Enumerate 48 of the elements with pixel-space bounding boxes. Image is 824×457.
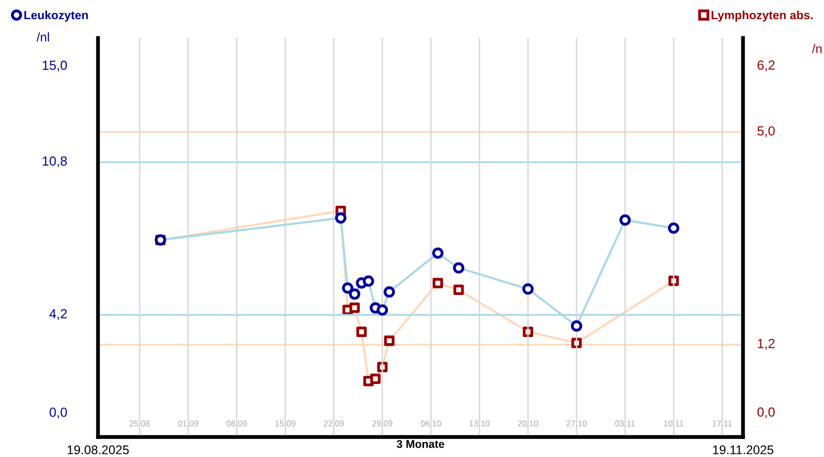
x-tick-label: 08.09 bbox=[226, 420, 247, 426]
y-axis-title: /nl bbox=[36, 32, 49, 42]
ref-line-label: 5,0 bbox=[757, 126, 775, 138]
point bbox=[342, 282, 354, 294]
text: 19.11.2025 bbox=[713, 445, 774, 454]
x-tick-label: 17.11 bbox=[712, 420, 732, 426]
legend-label: Lymphozyten abs. bbox=[712, 10, 813, 22]
y2-axis-title: /n bbox=[812, 44, 822, 54]
x-tick-label: 20.10 bbox=[518, 420, 538, 426]
x-tick-label: 25.08 bbox=[130, 420, 150, 426]
point bbox=[335, 212, 346, 224]
point bbox=[452, 262, 464, 274]
y-tick-label: 15,0 bbox=[42, 60, 67, 72]
point bbox=[571, 338, 582, 348]
point bbox=[348, 288, 360, 300]
point bbox=[356, 326, 367, 337]
x-tick-label: 10.11 bbox=[664, 420, 684, 426]
point bbox=[522, 326, 534, 337]
point bbox=[453, 284, 464, 296]
x-tick-label: 22.09 bbox=[324, 420, 344, 426]
point bbox=[384, 286, 395, 298]
x-tick-label: 29.09 bbox=[372, 420, 392, 426]
legend-label: Leukozyten bbox=[24, 10, 88, 22]
x-tick-label: 27.10 bbox=[566, 420, 587, 426]
point bbox=[349, 302, 360, 313]
point bbox=[370, 374, 381, 384]
ref-line-label: 1,2 bbox=[758, 338, 775, 350]
point bbox=[376, 304, 388, 316]
point bbox=[384, 336, 394, 346]
point bbox=[432, 247, 444, 259]
point bbox=[522, 283, 534, 295]
x-axis-title: 3 Monate bbox=[396, 440, 444, 448]
x-tick-label: 13.10 bbox=[470, 420, 490, 426]
x-tick-label: 03.11 bbox=[615, 420, 635, 426]
point bbox=[668, 222, 680, 234]
text: 19.08.2025 bbox=[68, 445, 129, 454]
x-tick-label: 06.10 bbox=[420, 420, 442, 426]
point bbox=[432, 278, 444, 288]
point bbox=[619, 214, 631, 226]
point bbox=[668, 276, 679, 286]
x-tick-label: 15.09 bbox=[275, 420, 296, 426]
ref-line-label: 4,2 bbox=[49, 309, 67, 320]
point bbox=[570, 320, 582, 332]
y2-tick-label: 0,0 bbox=[757, 407, 775, 418]
point bbox=[362, 275, 374, 287]
y2-tick-label: 6,2 bbox=[758, 60, 775, 72]
x-tick-label: 01.09 bbox=[178, 420, 198, 426]
ref-line-label: 10,8 bbox=[42, 156, 67, 168]
